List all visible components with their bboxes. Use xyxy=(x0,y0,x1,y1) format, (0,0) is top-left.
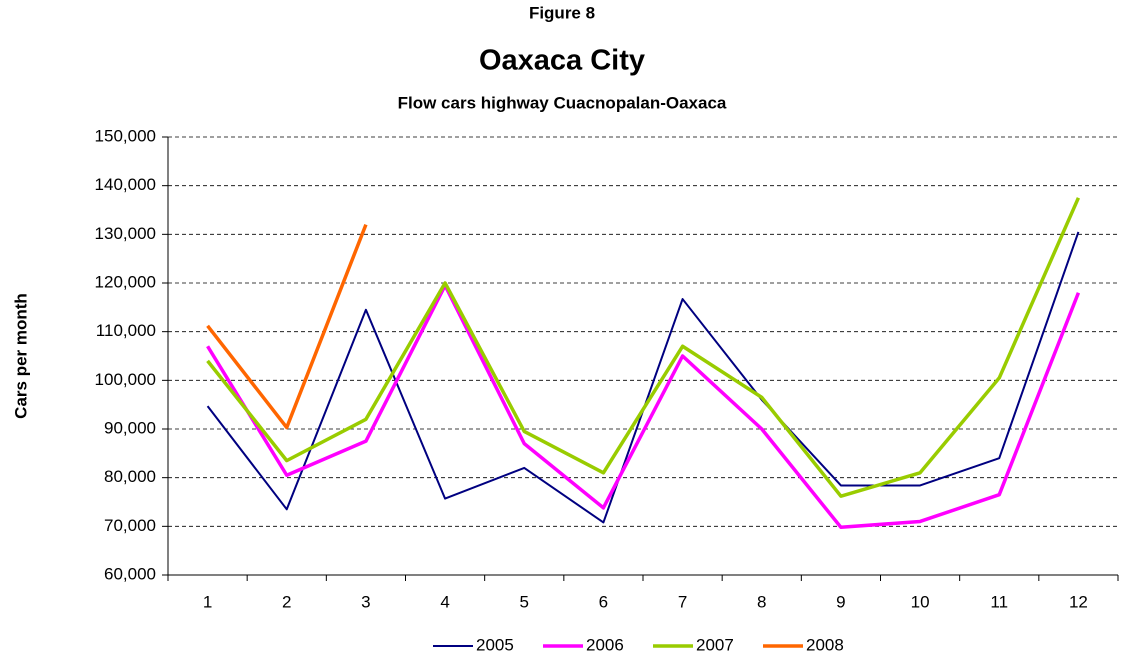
y-tick-label: 60,000 xyxy=(104,564,156,583)
y-tick-label: 130,000 xyxy=(95,224,156,243)
y-tick-label: 90,000 xyxy=(104,418,156,437)
x-tick-label: 7 xyxy=(678,592,687,611)
legend-label: 2006 xyxy=(586,635,624,654)
series-line xyxy=(206,197,1081,498)
x-tick-label: 9 xyxy=(836,592,845,611)
x-tick-label: 1 xyxy=(203,592,212,611)
legend-label: 2008 xyxy=(806,635,844,654)
series-line xyxy=(206,283,1081,530)
y-tick-label: 120,000 xyxy=(95,272,156,291)
x-tick-label: 5 xyxy=(520,592,529,611)
series-line xyxy=(206,231,1080,524)
chart-title: Oaxaca City xyxy=(479,45,645,77)
y-axis-label: Cars per month xyxy=(11,293,30,419)
x-tick-label: 3 xyxy=(361,592,370,611)
chart-subtitle: Flow cars highway Cuacnopalan-Oaxaca xyxy=(398,93,727,112)
x-tick-label: 12 xyxy=(1069,592,1088,611)
x-tick-label: 2 xyxy=(282,592,291,611)
series-line xyxy=(206,223,368,430)
x-tick-label: 11 xyxy=(990,592,1008,611)
y-tick-label: 100,000 xyxy=(95,370,156,389)
y-tick-label: 70,000 xyxy=(104,516,156,535)
x-tick-label: 8 xyxy=(757,592,766,611)
x-tick-label: 10 xyxy=(911,592,930,611)
legend-label: 2007 xyxy=(696,635,734,654)
x-tick-label: 6 xyxy=(599,592,608,611)
y-tick-label: 140,000 xyxy=(95,175,156,194)
y-tick-label: 80,000 xyxy=(104,467,156,486)
legend-label: 2005 xyxy=(476,635,514,654)
x-tick-label: 4 xyxy=(440,592,449,611)
y-tick-label: 110,000 xyxy=(96,321,156,340)
y-tick-label: 150,000 xyxy=(95,126,156,145)
figure-label: Figure 8 xyxy=(529,3,595,22)
